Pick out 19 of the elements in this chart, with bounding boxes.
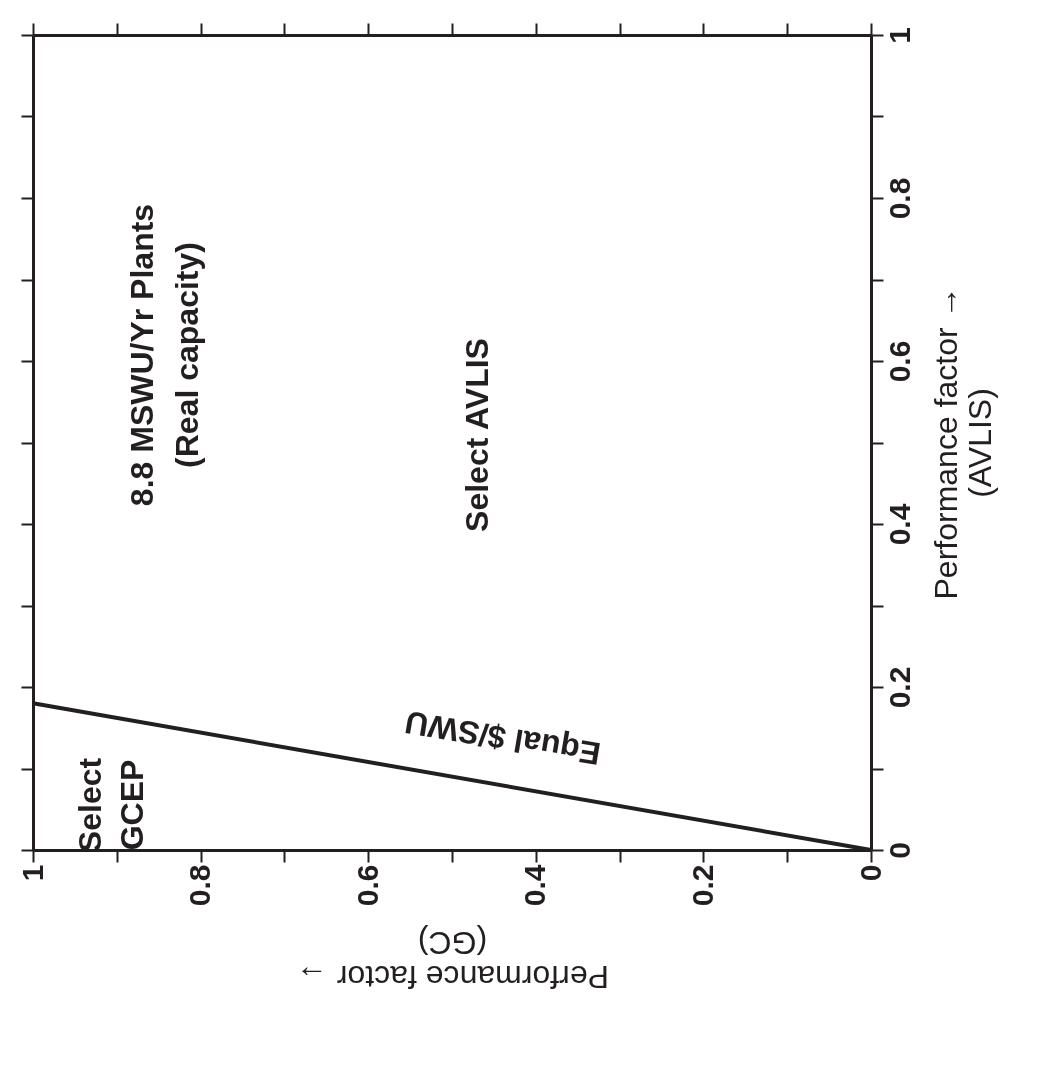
y-axis-title: Performance factor → (AVLIS) — [927, 286, 998, 600]
annotation: 8.8 MSWU/Yr Plants — [124, 203, 160, 507]
y-tick-label: 0 — [882, 842, 916, 859]
y-tick-label: 0.6 — [882, 340, 916, 383]
x-tick-label: 0.4 — [518, 864, 552, 907]
x-tick-label: 0 — [853, 864, 887, 882]
y-tick-label: 0.8 — [882, 177, 916, 220]
annotation: (Real capacity) — [169, 242, 205, 468]
y-tick-label: 0.4 — [882, 503, 916, 546]
x-tick-label: 1 — [15, 864, 49, 882]
x-tick-label: 0.2 — [685, 864, 719, 907]
annotation: Select GCEP — [72, 757, 150, 853]
annotation: Equal $/SWU — [402, 703, 604, 773]
x-tick-label: 0.8 — [183, 864, 217, 907]
y-tick-label: 0.2 — [882, 666, 916, 709]
x-axis-title: Performance factor → (GC) — [296, 925, 609, 996]
x-tick-label: 0.6 — [350, 864, 384, 907]
y-tick-label: 1 — [882, 27, 916, 44]
annotation: Select AVLIS — [459, 338, 495, 532]
